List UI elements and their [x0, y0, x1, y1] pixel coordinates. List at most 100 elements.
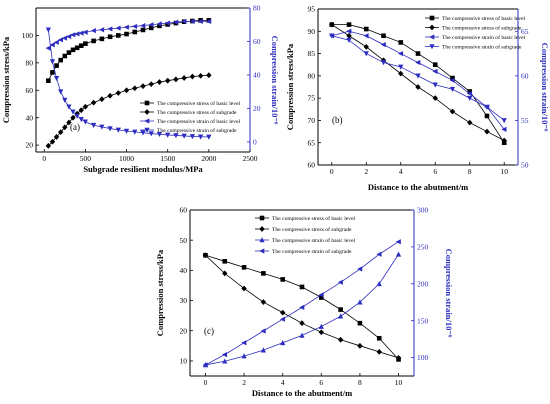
series-1-point — [261, 271, 266, 276]
series-2-point — [173, 76, 179, 83]
y2-tick-label: 55 — [521, 116, 529, 125]
y-tick-label: 95 — [308, 5, 316, 14]
series-3-point — [82, 29, 88, 35]
x-tick-label: 1500 — [160, 154, 175, 163]
series-2-point — [140, 83, 146, 90]
series-2-point — [164, 77, 171, 84]
series-4-point — [395, 239, 401, 245]
y-axis-label: Compression stress/kPa — [155, 249, 165, 336]
series-2-point — [363, 43, 369, 50]
series-2-point — [449, 108, 456, 115]
series-1-point — [132, 29, 138, 35]
series-3-point — [99, 27, 105, 33]
series-3-point — [222, 358, 228, 364]
series-4-point — [140, 130, 146, 136]
series-1-point — [54, 63, 59, 68]
legend-entry: The compressive strain of subgrade — [157, 127, 237, 134]
series-line-1 — [331, 24, 505, 143]
chart-panel-3: 0 2 4 6 8 10 10 20 30 40 50 60 100 150 200 250 300 Distan… — [155, 206, 454, 398]
series-2-point — [241, 285, 247, 292]
series-4-point — [58, 89, 64, 95]
x-tick-label: 2 — [364, 167, 368, 176]
y-tick-label: 90 — [308, 27, 316, 36]
series-1-point — [62, 53, 68, 59]
x-tick-label: 8 — [468, 167, 472, 176]
series-2-point — [70, 114, 76, 121]
series-2-point — [202, 252, 209, 259]
y-tick-label: 100 — [22, 31, 34, 40]
series-3-point — [78, 30, 84, 36]
series-3-point — [164, 20, 170, 26]
series-2-point — [66, 119, 72, 126]
series-4-point — [299, 304, 305, 310]
legend-entry: The compressive stress of basic level — [442, 15, 526, 22]
y-tick-label: 70 — [308, 116, 316, 125]
series-4-point — [432, 82, 438, 88]
y-tick-label: 80 — [308, 71, 316, 80]
y2-tick-label: 300 — [417, 206, 429, 215]
y-tick-label: 40 — [180, 266, 188, 275]
series-2-point — [398, 70, 404, 77]
y-tick-label: 60 — [26, 86, 34, 95]
legend-entry: The compressive stress of subgrade — [272, 226, 352, 233]
series-4-point — [346, 37, 352, 43]
series-2-point — [181, 75, 187, 81]
x-axis-label: Distance to the abutment/m — [252, 388, 352, 398]
series-2-point — [148, 81, 154, 88]
series-4-point — [66, 104, 72, 110]
x-tick-label: 10 — [500, 167, 508, 176]
legend-swatch-marker — [259, 237, 265, 243]
y-axis-label: Compression stress/kPa — [285, 43, 295, 130]
series-2-point — [432, 95, 438, 102]
series-2-point — [346, 32, 352, 39]
x-tick-label: 4 — [399, 167, 403, 176]
y2-tick-label: 65 — [521, 27, 529, 36]
series-1-point — [91, 38, 96, 44]
x-tick-label: 0 — [204, 378, 208, 387]
series-1-point — [74, 45, 80, 51]
x-axis-label: Distance to the abutment/m — [368, 182, 468, 192]
series-2-point — [415, 84, 421, 90]
y2-axis-label: Compression strain/10⁻⁶ — [540, 43, 550, 132]
y-tick-label: 65 — [308, 138, 316, 147]
y2-tick-label: 20 — [253, 104, 261, 113]
x-tick-label: 2500 — [243, 154, 258, 163]
series-line-4 — [205, 241, 399, 366]
series-3-point — [397, 50, 404, 57]
series-4-point — [279, 316, 285, 322]
y-tick-label: 60 — [180, 206, 188, 215]
series-3-point — [357, 299, 363, 305]
series-4-point — [49, 59, 56, 65]
series-2-point — [62, 124, 68, 131]
series-1-point — [66, 50, 72, 55]
series-3-point — [395, 251, 402, 257]
y-axis-label: Compression stress/kPa — [1, 36, 11, 123]
y2-axis-label: Compression strain/10⁻⁶ — [444, 249, 454, 338]
series-3-point — [173, 19, 179, 25]
series-3-point — [338, 313, 344, 319]
legend-entry: The compressive stress of basic level — [272, 215, 356, 222]
series-1-point — [398, 40, 404, 45]
series-1-point — [376, 335, 382, 341]
series-3-point — [49, 42, 55, 48]
series-3-point — [45, 45, 51, 51]
y-tick-label: 60 — [308, 161, 316, 170]
x-tick-label: 6 — [433, 167, 437, 176]
y-tick-label: 85 — [308, 49, 316, 58]
series-2-point — [337, 336, 344, 343]
series-1-point — [319, 295, 324, 300]
y-tick-label: 75 — [308, 94, 316, 103]
series-4-point — [221, 352, 228, 358]
series-2-point — [260, 299, 267, 305]
legend-swatch-marker — [429, 44, 435, 50]
series-3-point — [189, 18, 195, 24]
y-tick-label: 80 — [26, 58, 34, 67]
series-2-point — [132, 85, 138, 92]
series-4-point — [181, 133, 187, 139]
series-4-point — [329, 33, 335, 39]
series-2-point — [99, 96, 105, 103]
series-4-point — [241, 340, 247, 346]
series-4-point — [398, 64, 404, 70]
series-2-point — [45, 142, 52, 149]
y2-tick-label: 150 — [417, 316, 429, 325]
